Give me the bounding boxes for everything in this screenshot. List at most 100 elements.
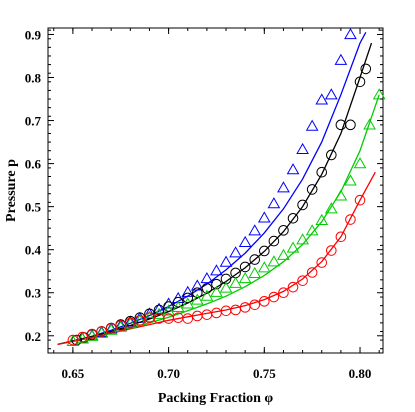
triangle-marker <box>267 197 281 209</box>
triangle-marker <box>190 279 204 291</box>
triangle-marker <box>296 233 309 245</box>
circle-marker <box>278 225 289 236</box>
circle-marker <box>360 63 372 75</box>
y-axis-label: Pressure p <box>4 159 19 222</box>
triangle-marker <box>181 297 195 309</box>
circle-marker <box>306 267 318 278</box>
triangle-marker <box>219 255 233 267</box>
circle-marker <box>268 235 280 247</box>
y-tick-label: 0.9 <box>25 27 42 42</box>
triangle-marker <box>162 297 175 309</box>
triangle-marker <box>85 329 99 341</box>
fit-curve-0 <box>57 31 367 346</box>
triangle-marker <box>277 248 290 260</box>
circle-marker <box>345 119 356 131</box>
triangle-marker <box>248 224 262 236</box>
x-axis-label: Packing Fraction φ <box>158 391 274 406</box>
fit-curves <box>57 31 380 346</box>
triangle-marker <box>277 181 290 193</box>
circle-marker <box>201 283 213 294</box>
triangle-marker <box>353 157 367 169</box>
triangle-marker <box>257 211 271 223</box>
triangle-marker <box>152 307 166 319</box>
circle-marker <box>163 301 174 312</box>
y-tick-label: 0.2 <box>25 329 41 344</box>
triangle-marker <box>104 323 118 335</box>
circle-marker <box>172 296 184 308</box>
triangle-marker <box>324 88 338 100</box>
x-tick-label: 0.80 <box>349 366 372 381</box>
triangle-marker <box>305 224 319 236</box>
circle-marker <box>316 166 328 178</box>
circle-marker <box>220 273 232 285</box>
triangle-marker <box>286 241 300 253</box>
circle-marker <box>105 323 117 334</box>
y-tick-label: 0.3 <box>25 286 42 301</box>
triangle-marker <box>200 289 214 301</box>
circle-marker <box>287 281 299 293</box>
circle-marker <box>134 314 146 326</box>
x-tick-label: 0.65 <box>62 366 85 381</box>
triangle-marker <box>143 307 156 319</box>
triangle-marker <box>143 310 156 322</box>
circle-marker <box>306 184 318 195</box>
circle-marker <box>259 296 270 307</box>
triangle-marker <box>296 142 309 155</box>
circle-marker <box>249 254 261 265</box>
triangle-marker <box>162 304 175 316</box>
circle-marker <box>211 307 222 319</box>
triangle-marker <box>315 93 329 105</box>
triangle-marker <box>238 272 252 284</box>
circle-marker <box>268 291 280 303</box>
axes-frame <box>47 27 384 354</box>
triangle-marker <box>152 302 166 314</box>
y-tick-label: 0.7 <box>25 114 42 129</box>
circle-marker <box>259 245 270 257</box>
triangle-marker <box>76 332 89 344</box>
circle-marker <box>354 76 366 88</box>
circle-marker <box>354 194 366 206</box>
circle-marker <box>153 304 165 316</box>
circle-marker <box>249 299 261 311</box>
fit-curve-1 <box>57 42 373 346</box>
triangle-marker <box>66 334 80 347</box>
triangle-marker <box>344 174 357 186</box>
axis-ticks: 0.65 0.70 0.75 0.80 0.2 0.3 0.4 0.5 0.6 0.7 0.8 0.9 <box>25 27 383 381</box>
triangle-marker <box>334 189 348 201</box>
circle-marker <box>345 214 356 225</box>
data-markers <box>66 27 386 347</box>
circle-marker <box>192 287 203 299</box>
triangle-marker <box>305 119 319 131</box>
x-tick-label: 0.75 <box>253 366 276 381</box>
fit-curve-3 <box>57 171 376 346</box>
circle-marker <box>182 292 194 304</box>
y-tick-label: 0.4 <box>25 243 42 258</box>
circle-marker <box>77 331 88 343</box>
plot-frame <box>47 27 384 354</box>
circle-marker <box>335 231 347 243</box>
y-tick-label: 0.8 <box>25 71 42 86</box>
y-tick-label: 0.6 <box>25 157 42 172</box>
triangle-marker <box>114 320 128 332</box>
circle-marker <box>144 308 155 320</box>
circle-marker <box>86 328 98 340</box>
circle-marker <box>201 309 213 320</box>
circle-marker <box>230 304 241 316</box>
circle-marker <box>67 334 79 346</box>
fit-curve-2 <box>57 94 380 346</box>
triangle-marker <box>248 266 262 278</box>
triangle-marker <box>344 27 357 40</box>
circle-marker <box>96 326 107 337</box>
x-tick-label: 0.70 <box>157 366 180 381</box>
circle-marker <box>239 261 251 273</box>
triangle-marker <box>229 276 242 288</box>
y-tick-label: 0.5 <box>25 200 42 215</box>
triangle-marker <box>238 235 252 247</box>
triangle-marker <box>324 202 338 214</box>
circle-marker <box>115 320 127 331</box>
circle-marker <box>297 199 308 211</box>
triangle-marker <box>363 118 376 130</box>
circle-marker <box>326 245 337 256</box>
